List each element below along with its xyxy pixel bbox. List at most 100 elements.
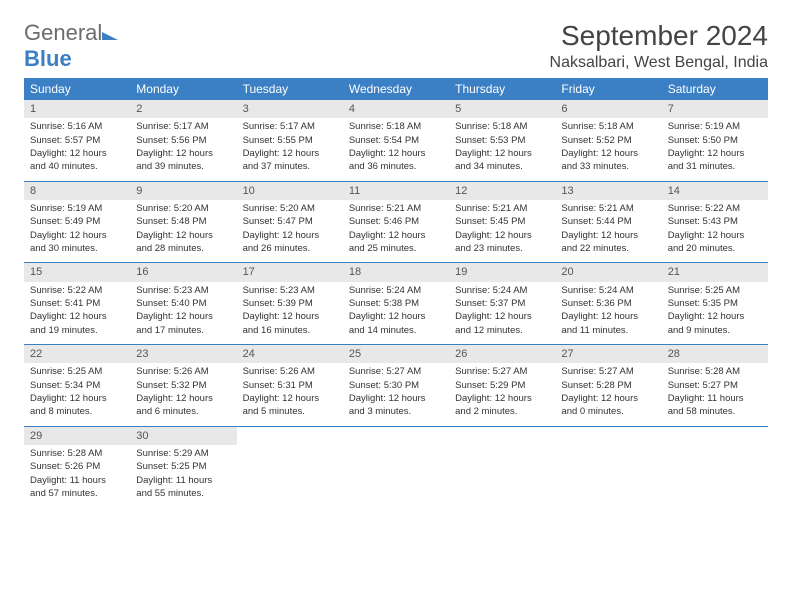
day-sunset: Sunset: 5:43 PM: [668, 216, 762, 228]
calendar-cell: 10Sunrise: 5:20 AMSunset: 5:47 PMDayligh…: [237, 181, 343, 263]
day-d1: Daylight: 12 hours: [668, 148, 762, 160]
day-number: 20: [555, 263, 661, 281]
logo: GeneralBlue: [24, 20, 122, 72]
day-number: 16: [130, 263, 236, 281]
day-sunset: Sunset: 5:28 PM: [561, 380, 655, 392]
day-content: Sunrise: 5:28 AMSunset: 5:26 PMDaylight:…: [24, 445, 130, 507]
day-sunrise: Sunrise: 5:27 AM: [349, 366, 443, 378]
day-d1: Daylight: 12 hours: [243, 148, 337, 160]
day-content: Sunrise: 5:25 AMSunset: 5:35 PMDaylight:…: [662, 282, 768, 344]
calendar-cell: 16Sunrise: 5:23 AMSunset: 5:40 PMDayligh…: [130, 263, 236, 345]
calendar-row: 22Sunrise: 5:25 AMSunset: 5:34 PMDayligh…: [24, 345, 768, 427]
calendar-cell: 28Sunrise: 5:28 AMSunset: 5:27 PMDayligh…: [662, 345, 768, 427]
day-sunset: Sunset: 5:46 PM: [349, 216, 443, 228]
day-d2: and 5 minutes.: [243, 406, 337, 418]
day-sunrise: Sunrise: 5:21 AM: [561, 203, 655, 215]
day-d2: and 40 minutes.: [30, 161, 124, 173]
day-number: 17: [237, 263, 343, 281]
day-sunset: Sunset: 5:45 PM: [455, 216, 549, 228]
day-sunrise: Sunrise: 5:19 AM: [668, 121, 762, 133]
day-d2: and 33 minutes.: [561, 161, 655, 173]
calendar-cell: [343, 426, 449, 507]
day-d1: Daylight: 12 hours: [243, 230, 337, 242]
day-d1: Daylight: 12 hours: [243, 311, 337, 323]
day-number: 13: [555, 182, 661, 200]
logo-triangle-icon: [102, 26, 122, 40]
day-sunrise: Sunrise: 5:29 AM: [136, 448, 230, 460]
calendar-cell: [449, 426, 555, 507]
day-d2: and 0 minutes.: [561, 406, 655, 418]
calendar-row: 1Sunrise: 5:16 AMSunset: 5:57 PMDaylight…: [24, 100, 768, 181]
day-sunset: Sunset: 5:53 PM: [455, 135, 549, 147]
day-content: Sunrise: 5:21 AMSunset: 5:46 PMDaylight:…: [343, 200, 449, 262]
day-sunrise: Sunrise: 5:26 AM: [136, 366, 230, 378]
header: GeneralBlue September 2024 Naksalbari, W…: [24, 20, 768, 72]
weekday-thursday: Thursday: [449, 78, 555, 100]
calendar-cell: 12Sunrise: 5:21 AMSunset: 5:45 PMDayligh…: [449, 181, 555, 263]
day-d2: and 36 minutes.: [349, 161, 443, 173]
location: Naksalbari, West Bengal, India: [550, 54, 768, 72]
day-sunrise: Sunrise: 5:25 AM: [668, 285, 762, 297]
day-sunrise: Sunrise: 5:16 AM: [30, 121, 124, 133]
day-content: Sunrise: 5:26 AMSunset: 5:31 PMDaylight:…: [237, 363, 343, 425]
weekday-saturday: Saturday: [662, 78, 768, 100]
calendar-cell: 20Sunrise: 5:24 AMSunset: 5:36 PMDayligh…: [555, 263, 661, 345]
day-content: Sunrise: 5:17 AMSunset: 5:55 PMDaylight:…: [237, 118, 343, 180]
day-content: Sunrise: 5:24 AMSunset: 5:38 PMDaylight:…: [343, 282, 449, 344]
day-content: Sunrise: 5:19 AMSunset: 5:49 PMDaylight:…: [24, 200, 130, 262]
day-sunset: Sunset: 5:44 PM: [561, 216, 655, 228]
calendar-row: 8Sunrise: 5:19 AMSunset: 5:49 PMDaylight…: [24, 181, 768, 263]
day-sunset: Sunset: 5:34 PM: [30, 380, 124, 392]
day-d2: and 30 minutes.: [30, 243, 124, 255]
day-content: Sunrise: 5:21 AMSunset: 5:45 PM Daylight:…: [449, 200, 555, 262]
day-d2: and 11 minutes.: [561, 325, 655, 337]
day-number: 15: [24, 263, 130, 281]
calendar-cell: 9Sunrise: 5:20 AMSunset: 5:48 PMDaylight…: [130, 181, 236, 263]
day-d1: Daylight: 12 hours: [455, 230, 549, 242]
day-sunrise: Sunrise: 5:27 AM: [561, 366, 655, 378]
calendar-cell: 6Sunrise: 5:18 AMSunset: 5:52 PMDaylight…: [555, 100, 661, 181]
day-d1: Daylight: 12 hours: [349, 230, 443, 242]
day-content: Sunrise: 5:24 AMSunset: 5:37 PMDaylight:…: [449, 282, 555, 344]
day-number: 4: [343, 100, 449, 118]
calendar-cell: 24Sunrise: 5:26 AMSunset: 5:31 PMDayligh…: [237, 345, 343, 427]
day-number: 29: [24, 427, 130, 445]
day-number: 18: [343, 263, 449, 281]
day-d1: Daylight: 12 hours: [668, 230, 762, 242]
day-d1: Daylight: 12 hours: [561, 311, 655, 323]
day-sunrise: Sunrise: 5:21 AM: [455, 203, 549, 215]
day-sunrise: Sunrise: 5:23 AM: [243, 285, 337, 297]
day-content: Sunrise: 5:22 AMSunset: 5:41 PMDaylight:…: [24, 282, 130, 344]
day-d2: and 58 minutes.: [668, 406, 762, 418]
day-content: Sunrise: 5:23 AMSunset: 5:39 PMDaylight:…: [237, 282, 343, 344]
day-d2: and 57 minutes.: [30, 488, 124, 500]
calendar-table: Sunday Monday Tuesday Wednesday Thursday…: [24, 78, 768, 507]
day-d1: Daylight: 12 hours: [349, 148, 443, 160]
day-d1: Daylight: 12 hours: [136, 230, 230, 242]
day-d2: and 8 minutes.: [30, 406, 124, 418]
day-d2: and 19 minutes.: [30, 325, 124, 337]
day-sunrise: Sunrise: 5:17 AM: [136, 121, 230, 133]
calendar-cell: 27Sunrise: 5:27 AMSunset: 5:28 PMDayligh…: [555, 345, 661, 427]
day-d1: Daylight: 11 hours: [136, 475, 230, 487]
title-block: September 2024 Naksalbari, West Bengal, …: [550, 20, 768, 72]
calendar-row: 15Sunrise: 5:22 AMSunset: 5:41 PMDayligh…: [24, 263, 768, 345]
day-number: 5: [449, 100, 555, 118]
day-sunset: Sunset: 5:52 PM: [561, 135, 655, 147]
calendar-cell: [555, 426, 661, 507]
day-d2: and 20 minutes.: [668, 243, 762, 255]
day-number: 21: [662, 263, 768, 281]
day-d2: and 16 minutes.: [243, 325, 337, 337]
day-d1: Daylight: 12 hours: [243, 393, 337, 405]
day-content: Sunrise: 5:19 AMSunset: 5:50 PMDaylight:…: [662, 118, 768, 180]
day-sunrise: Sunrise: 5:25 AM: [30, 366, 124, 378]
calendar-cell: 2Sunrise: 5:17 AMSunset: 5:56 PMDaylight…: [130, 100, 236, 181]
day-sunrise: Sunrise: 5:24 AM: [455, 285, 549, 297]
day-d1: Daylight: 12 hours: [349, 393, 443, 405]
day-sunrise: Sunrise: 5:20 AM: [136, 203, 230, 215]
day-sunset: Sunset: 5:57 PM: [30, 135, 124, 147]
day-sunset: Sunset: 5:48 PM: [136, 216, 230, 228]
day-d1: Daylight: 12 hours: [561, 230, 655, 242]
day-sunrise: Sunrise: 5:22 AM: [668, 203, 762, 215]
day-d1: Daylight: 12 hours: [30, 230, 124, 242]
